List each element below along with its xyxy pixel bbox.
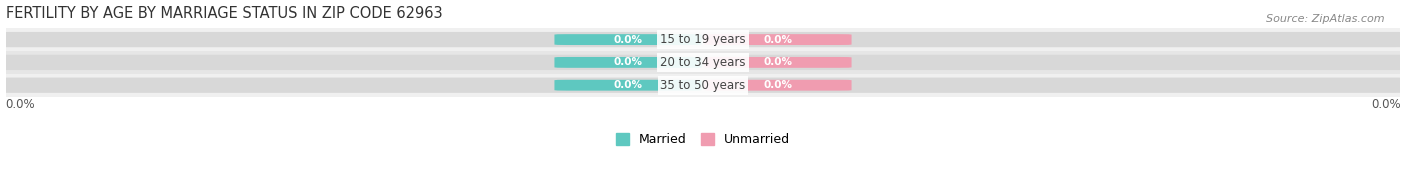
Text: 35 to 50 years: 35 to 50 years: [661, 79, 745, 92]
Text: 15 to 19 years: 15 to 19 years: [661, 33, 745, 46]
FancyBboxPatch shape: [0, 55, 1406, 70]
Text: 20 to 34 years: 20 to 34 years: [661, 56, 745, 69]
FancyBboxPatch shape: [554, 57, 702, 68]
Bar: [6, 74, 1400, 97]
Text: FERTILITY BY AGE BY MARRIAGE STATUS IN ZIP CODE 62963: FERTILITY BY AGE BY MARRIAGE STATUS IN Z…: [6, 5, 441, 21]
Text: 0.0%: 0.0%: [763, 34, 793, 44]
Text: Source: ZipAtlas.com: Source: ZipAtlas.com: [1267, 14, 1385, 24]
Text: 0.0%: 0.0%: [613, 57, 643, 67]
Bar: [6, 28, 1400, 51]
Legend: Married, Unmarried: Married, Unmarried: [612, 128, 794, 151]
Text: 0.0%: 0.0%: [613, 34, 643, 44]
FancyBboxPatch shape: [704, 57, 852, 68]
FancyBboxPatch shape: [554, 34, 702, 45]
Text: 0.0%: 0.0%: [763, 57, 793, 67]
Text: 0.0%: 0.0%: [763, 80, 793, 90]
FancyBboxPatch shape: [704, 80, 852, 91]
Text: 0.0%: 0.0%: [613, 80, 643, 90]
FancyBboxPatch shape: [0, 32, 1406, 47]
Bar: [6, 51, 1400, 74]
Text: 0.0%: 0.0%: [6, 98, 35, 111]
FancyBboxPatch shape: [0, 78, 1406, 93]
FancyBboxPatch shape: [704, 34, 852, 45]
Text: 0.0%: 0.0%: [1371, 98, 1400, 111]
FancyBboxPatch shape: [554, 80, 702, 91]
